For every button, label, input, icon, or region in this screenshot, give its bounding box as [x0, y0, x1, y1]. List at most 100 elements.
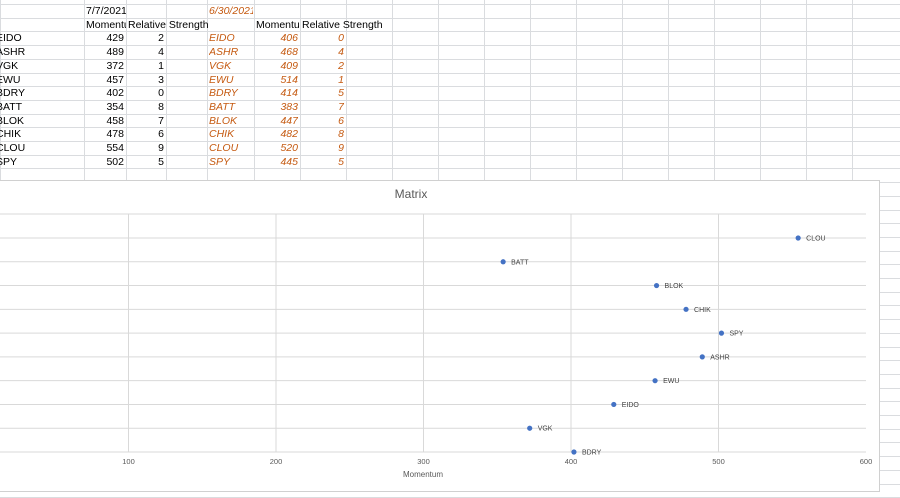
relative-strength-cell[interactable]: 1 [338, 73, 344, 86]
date-cell[interactable]: 7/7/2021 [86, 5, 126, 17]
momentum-cell[interactable]: 409 [280, 59, 298, 72]
relative-strength-cell[interactable]: 5 [338, 155, 344, 168]
row-gridline [0, 113, 900, 115]
relative-strength-cell[interactable]: 2 [338, 59, 344, 72]
relative-strength-cell[interactable]: 2 [158, 32, 164, 45]
relative-strength-cell[interactable]: 9 [338, 142, 344, 154]
ticker-cell[interactable]: EIDO [209, 32, 235, 45]
momentum-cell[interactable]: 554 [106, 142, 124, 154]
x-axis-label: Momentum [403, 470, 443, 479]
ticker-cell[interactable]: BATT [0, 100, 23, 113]
ticker-cell[interactable]: SPY [0, 155, 18, 168]
data-point [795, 235, 801, 241]
ticker-cell[interactable]: BDRY [0, 87, 25, 100]
x-tick-label: 600 [860, 457, 873, 466]
relative-strength-cell[interactable]: 6 [338, 114, 344, 127]
data-point [527, 425, 533, 431]
row-gridline [0, 141, 900, 142]
momentum-cell[interactable]: 406 [280, 32, 298, 45]
row-gridline [0, 31, 900, 33]
chart-title: Matrix [395, 187, 428, 201]
momentum-cell[interactable]: 489 [106, 46, 124, 59]
momentum-cell[interactable]: 429 [106, 32, 124, 45]
ticker-cell[interactable]: BDRY [209, 87, 238, 100]
ticker-cell[interactable]: EIDO [0, 32, 22, 45]
ticker-cell[interactable]: CLOU [209, 142, 239, 154]
data-label: SPY [729, 331, 743, 338]
data-point [652, 378, 658, 384]
momentum-cell[interactable]: 414 [280, 87, 298, 100]
relative-strength-cell[interactable]: 7 [158, 114, 164, 127]
header-relative-strength[interactable]: Relative Strength [128, 18, 209, 31]
relative-strength-cell[interactable]: 0 [158, 87, 164, 100]
data-point [653, 282, 660, 289]
header-momentum[interactable]: Momentum [256, 18, 300, 31]
momentum-cell[interactable]: 457 [106, 73, 124, 86]
x-tick-label: 200 [270, 457, 283, 466]
momentum-cell[interactable]: 372 [106, 59, 124, 72]
relative-strength-cell[interactable]: 7 [338, 100, 344, 113]
relative-strength-cell[interactable]: 9 [158, 142, 164, 154]
ticker-cell[interactable]: BATT [209, 100, 236, 113]
ticker-cell[interactable]: BLOK [0, 114, 25, 127]
ticker-cell[interactable]: EWU [0, 73, 21, 86]
momentum-cell[interactable]: 514 [280, 73, 298, 86]
ticker-cell[interactable]: EWU [209, 73, 234, 86]
momentum-cell[interactable]: 502 [106, 155, 124, 168]
x-tick-label: 400 [565, 457, 578, 466]
momentum-cell[interactable]: 482 [280, 128, 298, 141]
ticker-cell[interactable]: VGK [0, 59, 19, 72]
data-point [500, 259, 506, 265]
data-point [718, 330, 725, 336]
header-relative-strength[interactable]: Relative Strength [302, 18, 383, 31]
row-gridline [0, 4, 900, 5]
ticker-cell[interactable]: ASHR [209, 46, 239, 59]
row-gridline [0, 99, 900, 101]
date-cell[interactable]: 6/30/2021 [209, 5, 253, 17]
ticker-cell[interactable]: CHIK [209, 128, 235, 141]
x-tick-label: 100 [122, 457, 135, 466]
momentum-cell[interactable]: 447 [280, 114, 298, 127]
ticker-cell[interactable]: CLOU [0, 142, 26, 154]
ticker-cell[interactable]: ASHR [0, 46, 26, 59]
ticker-cell[interactable]: CHIK [0, 128, 22, 141]
data-label: EIDO [622, 402, 640, 409]
data-label: CHIK [694, 307, 711, 314]
ticker-cell[interactable]: SPY [209, 155, 231, 168]
relative-strength-cell[interactable]: 3 [158, 73, 164, 86]
relative-strength-cell[interactable]: 0 [338, 32, 344, 45]
ticker-cell[interactable]: BLOK [209, 114, 238, 127]
data-label: BATT [511, 259, 529, 266]
relative-strength-cell[interactable]: 6 [158, 128, 164, 141]
momentum-cell[interactable]: 468 [280, 46, 298, 59]
momentum-cell[interactable]: 402 [106, 87, 124, 100]
header-momentum[interactable]: Momentum [86, 18, 126, 31]
relative-strength-cell[interactable]: 8 [338, 128, 344, 141]
momentum-cell[interactable]: 520 [280, 142, 298, 154]
relative-strength-cell[interactable]: 5 [338, 87, 344, 100]
momentum-cell[interactable]: 383 [280, 100, 298, 113]
momentum-cell[interactable]: 458 [106, 114, 124, 127]
ticker-cell[interactable]: VGK [209, 59, 232, 72]
row-gridline [0, 17, 900, 19]
data-point [571, 449, 577, 455]
data-point [611, 401, 617, 408]
row-gridline [0, 127, 900, 129]
row-gridline [0, 154, 900, 156]
data-label: EWU [663, 378, 679, 385]
relative-strength-cell[interactable]: 4 [158, 46, 164, 59]
momentum-cell[interactable]: 478 [106, 128, 124, 141]
momentum-cell[interactable]: 445 [280, 155, 298, 168]
data-label: BDRY [582, 450, 602, 457]
matrix-chart[interactable]: 100 200 300 400 500 600 Matrix Momentum EIDO ASHR… [0, 180, 880, 492]
data-label: CLOU [806, 236, 825, 243]
data-label: BLOK [665, 283, 684, 290]
momentum-cell[interactable]: 354 [106, 100, 124, 113]
row-gridline [0, 58, 900, 60]
row-gridline [0, 168, 900, 170]
relative-strength-cell[interactable]: 8 [158, 100, 164, 113]
relative-strength-cell[interactable]: 4 [338, 46, 344, 59]
relative-strength-cell[interactable]: 1 [158, 59, 164, 72]
relative-strength-cell[interactable]: 5 [158, 155, 164, 168]
x-tick-label: 500 [712, 457, 725, 466]
